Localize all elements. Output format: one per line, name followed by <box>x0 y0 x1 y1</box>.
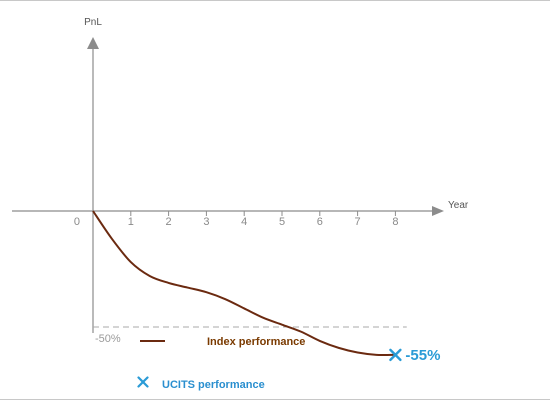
x-axis-arrow-icon <box>432 206 444 216</box>
origin-label: 0 <box>74 216 80 228</box>
reference-line-label: -50% <box>95 333 121 345</box>
x-tick-label: 2 <box>166 216 172 228</box>
ucits-final-label: -55% <box>405 347 440 364</box>
legend-x-icon <box>137 376 149 388</box>
x-tick-label: 7 <box>355 216 361 228</box>
x-ticks: 1 2 3 4 5 6 7 8 <box>128 211 398 228</box>
x-tick-label: 6 <box>317 216 323 228</box>
legend-label-ucits: UCITS performance <box>162 379 265 391</box>
x-tick-label: 1 <box>128 216 134 228</box>
ucits-marker-x-icon <box>389 348 402 362</box>
legend-label-index: Index performance <box>207 336 305 348</box>
x-mark-stroke <box>137 376 149 388</box>
x-tick-label: 5 <box>279 216 285 228</box>
legend: Index performance UCITS performance <box>137 336 305 391</box>
x-axis-title: Year <box>448 200 469 211</box>
x-tick-label: 3 <box>203 216 209 228</box>
x-mark-stroke <box>389 348 402 362</box>
y-axis-title: PnL <box>84 17 102 28</box>
x-tick-label: 8 <box>392 216 398 228</box>
x-tick-label: 4 <box>241 216 247 228</box>
series-line-index-performance <box>92 210 396 357</box>
y-axis-arrow-icon <box>87 37 99 49</box>
